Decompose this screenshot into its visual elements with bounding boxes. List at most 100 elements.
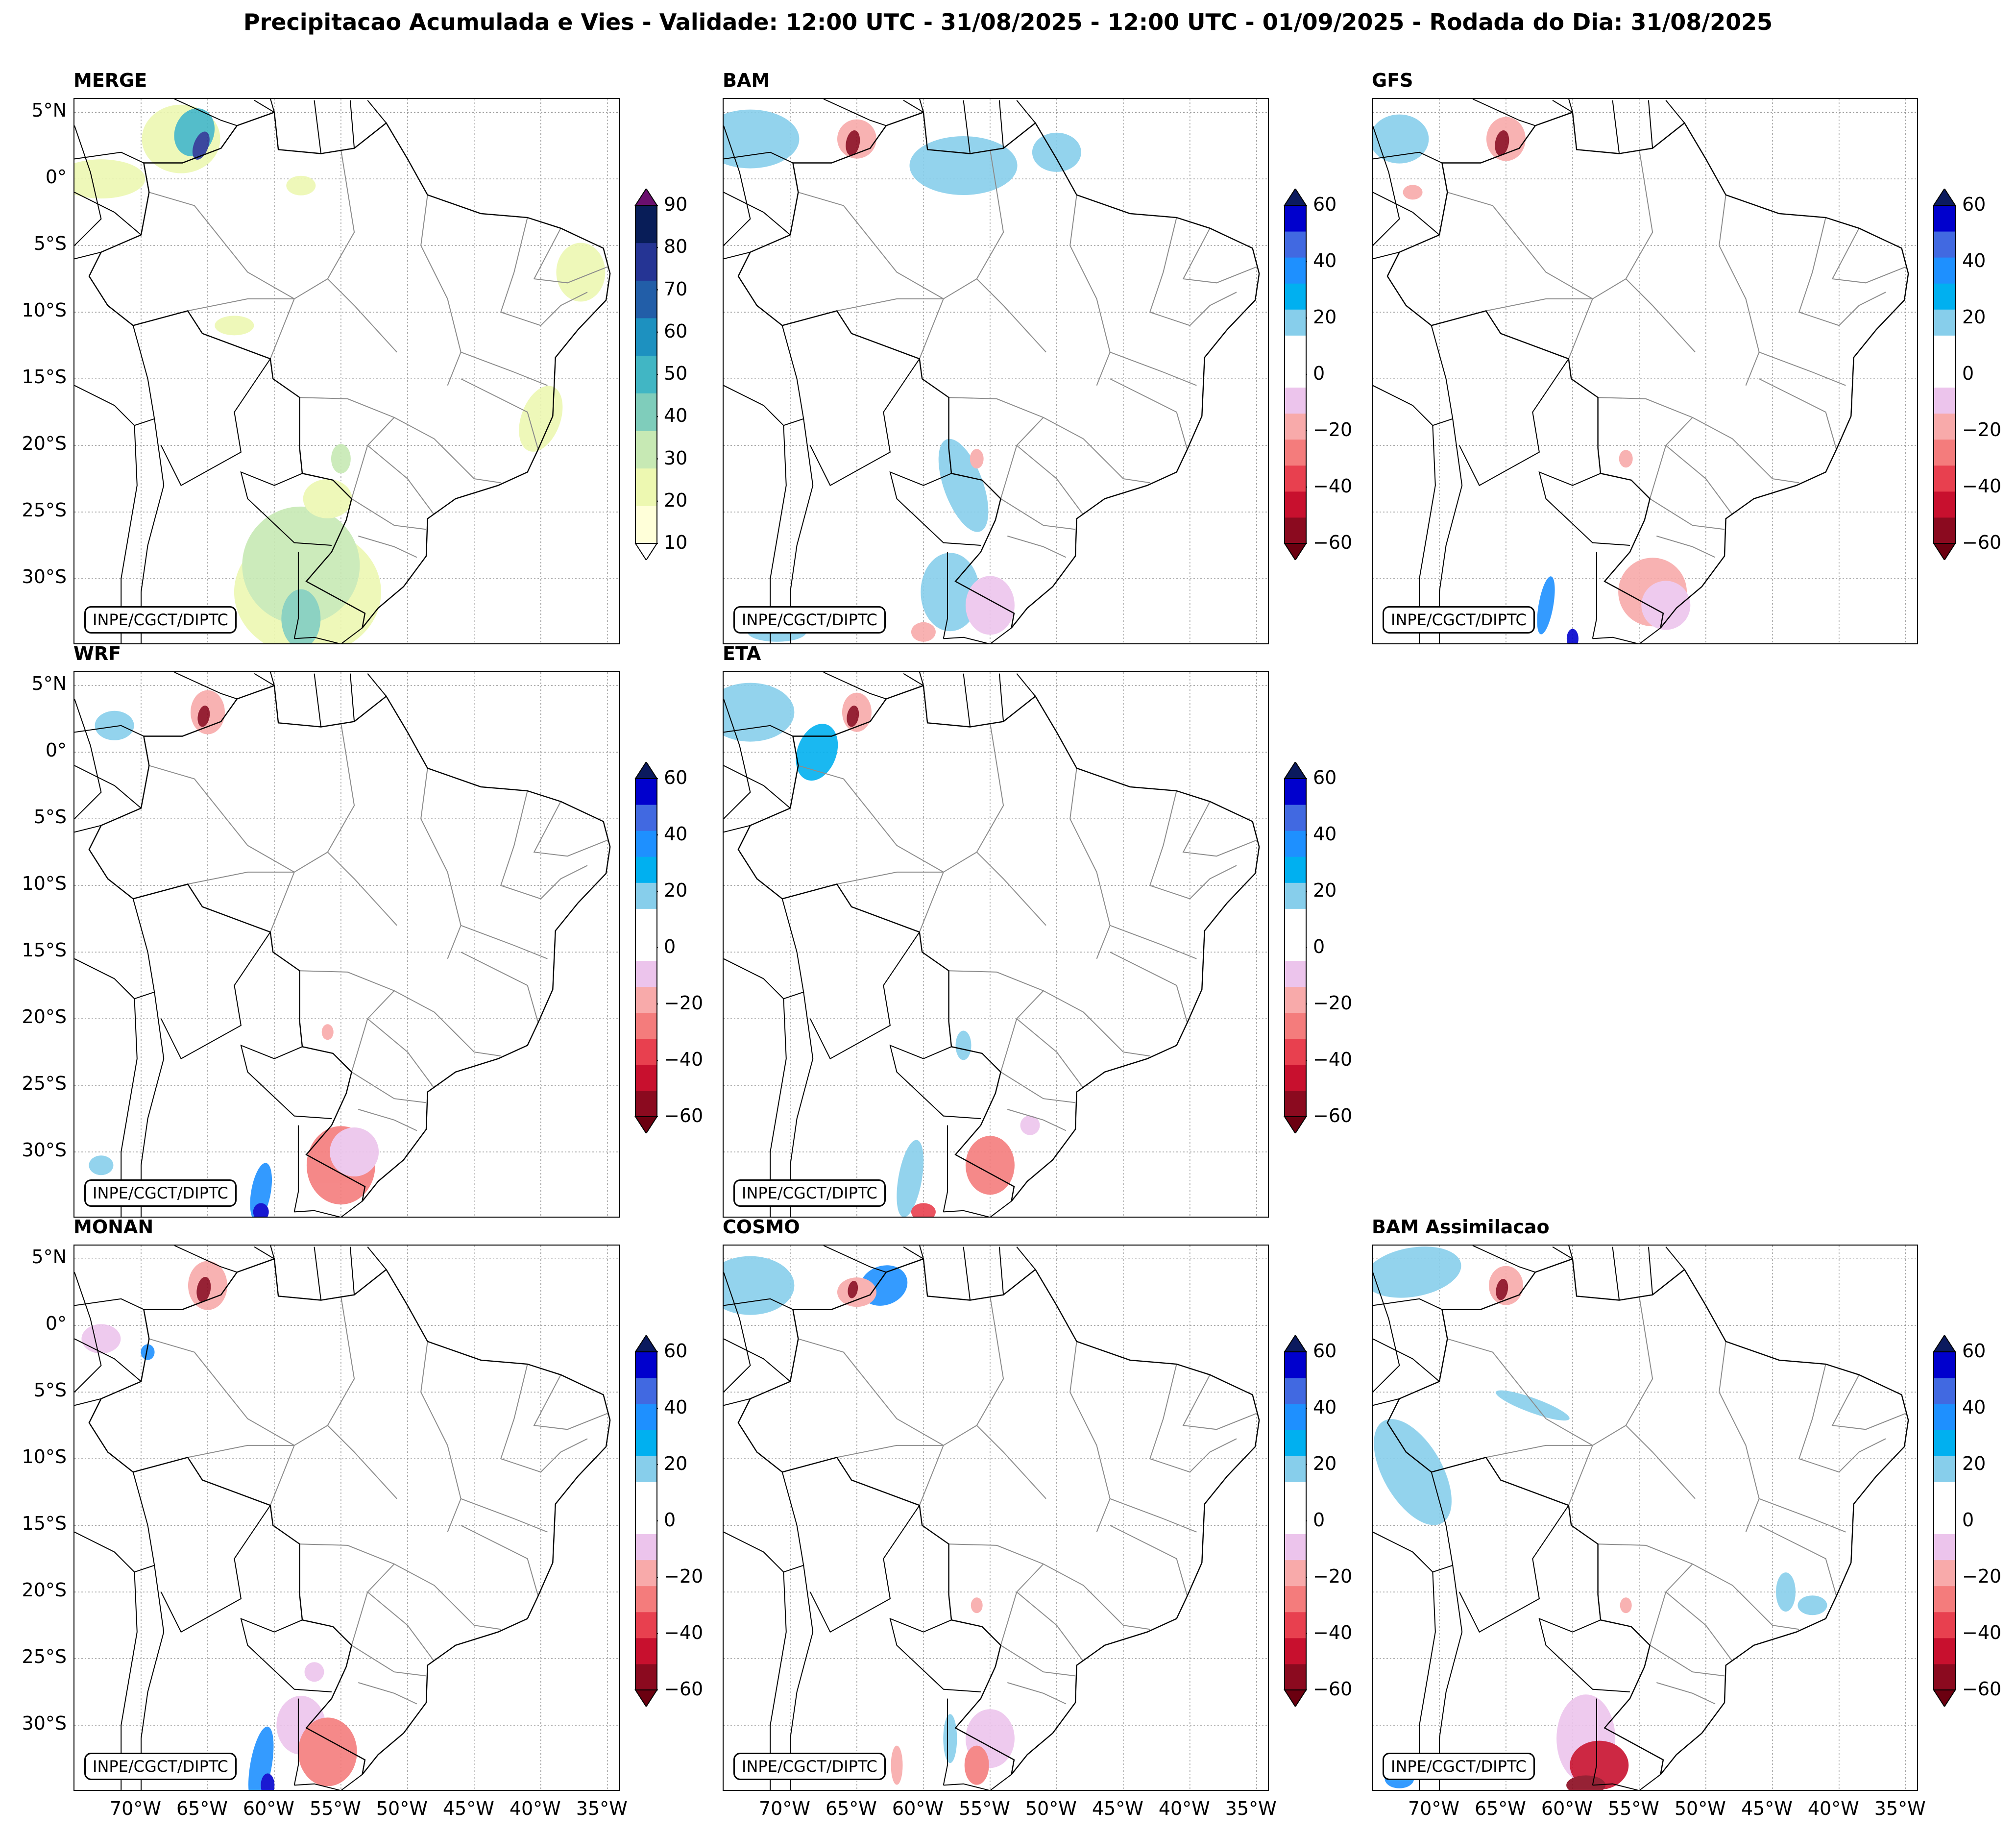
colorbar-swatch: [635, 355, 657, 393]
country-border: [74, 699, 102, 819]
colorbar-swatch: [1285, 1430, 1306, 1456]
state-border: [1665, 445, 1733, 515]
state-border: [1656, 1682, 1716, 1705]
state-border: [1719, 195, 1760, 386]
lon-tick-label: 35°W: [576, 1798, 628, 1819]
colorbar-swatch: [1285, 1064, 1306, 1091]
colorbar-tick-label: 50: [664, 363, 688, 384]
colorbar-swatch: [1934, 1586, 1955, 1613]
state-border: [394, 1564, 501, 1630]
coastline: [943, 1774, 1012, 1790]
colorbar-swatch: [1934, 1430, 1955, 1456]
colorbar-tick-label: 20: [1313, 306, 1337, 328]
country-border: [1373, 1531, 1433, 1573]
colorbar-swatch: [635, 1038, 657, 1065]
precip-cell: [1619, 450, 1633, 468]
colorbar-over-arrow: [634, 1334, 658, 1352]
panel-title-eta: ETA: [723, 643, 761, 664]
colorbar-over-arrow: [634, 188, 658, 206]
precip-field: [724, 683, 1040, 1217]
map-panel-merge: INPE/CGCT/DIPTC: [73, 98, 620, 644]
country-border: [943, 1125, 948, 1212]
colorbar-swatch: [635, 882, 657, 909]
state-border: [461, 351, 548, 386]
lat-tick-label: 5°S: [33, 806, 67, 828]
colorbar-swatch: [1934, 309, 1955, 336]
colorbar-tick-label: 40: [1962, 250, 1986, 271]
state-border: [1007, 1109, 1067, 1131]
brazil-outline: [88, 685, 611, 1202]
lat-tick-label: 15°S: [22, 1513, 67, 1535]
colorbar-tick-label: −20: [1313, 419, 1353, 440]
state-border: [1486, 1444, 1593, 1458]
lon-tick-label: 55°W: [309, 1798, 361, 1819]
state-border: [1043, 417, 1150, 484]
state-border: [1016, 1591, 1084, 1662]
country-border: [1431, 1472, 1454, 1573]
colorbar-tick-label: 40: [664, 405, 688, 427]
state-border: [461, 1525, 539, 1596]
country-border: [314, 100, 322, 154]
country-border: [367, 100, 387, 123]
state-border: [948, 1543, 1044, 1646]
colorbar-over-arrow: [1933, 1334, 1956, 1352]
state-border: [1798, 1364, 1886, 1473]
precip-cell: [891, 1745, 903, 1785]
country-border: [998, 673, 1004, 722]
country-border: [132, 899, 155, 1000]
colorbar-under-arrow: [1933, 1689, 1956, 1708]
colorbar-tick-label: −20: [664, 1565, 704, 1587]
state-border: [1069, 768, 1111, 959]
colorbar-over-arrow: [1284, 188, 1307, 206]
precip-cell: [141, 1344, 155, 1360]
colorbar-tick-label: 0: [1313, 936, 1325, 957]
colorbar-swatch: [1934, 1638, 1955, 1664]
country-border: [781, 1472, 804, 1573]
colorbar-tick-label: 30: [664, 447, 688, 469]
bias-colorbar: 60 40 20 0 −20 −40 −60: [634, 1334, 725, 1708]
country-border: [823, 1246, 887, 1273]
graticule: [74, 1246, 619, 1790]
colorbar-swatch: [1934, 439, 1955, 466]
colorbar-tick-label: 20: [1962, 306, 1986, 328]
colorbar-tick-label: −40: [664, 1049, 704, 1070]
country-border: [1648, 100, 1653, 148]
colorbar-tick-label: 60: [1962, 1340, 1986, 1362]
brazil-outline: [737, 111, 1260, 629]
country-border: [160, 931, 271, 1060]
precip-cell: [911, 622, 936, 642]
state-border: [1110, 925, 1197, 959]
state-border: [919, 1424, 1046, 1506]
state-border: [1568, 1424, 1696, 1506]
lat-tick-label: 15°S: [22, 939, 67, 961]
country-border: [724, 765, 791, 809]
state-border: [351, 1645, 427, 1677]
country-border: [1373, 125, 1400, 246]
colorbar-swatch: [635, 1663, 657, 1690]
lon-tick-label: 70°W: [1408, 1798, 1459, 1819]
colorbar-swatch: [1285, 1612, 1306, 1638]
state-border: [948, 397, 1044, 499]
colorbar-over-arrow: [1284, 1334, 1307, 1352]
state-border: [461, 378, 539, 450]
colorbar-swatch: [1285, 986, 1306, 1013]
country-border: [1592, 552, 1597, 639]
precip-cell: [330, 1127, 379, 1177]
country-border: [349, 100, 355, 148]
colorbar-swatch: [1934, 1508, 1955, 1535]
state-border: [1692, 1564, 1799, 1630]
lat-tick-label: 30°S: [22, 1712, 67, 1735]
country-border: [74, 825, 101, 833]
credit-badge: INPE/CGCT/DIPTC: [733, 1179, 886, 1207]
precip-cell: [304, 1662, 324, 1682]
country-border: [1373, 1298, 1442, 1310]
colorbar-tick-label: −40: [1313, 1622, 1353, 1643]
country-border: [1592, 1698, 1597, 1785]
precip-cell: [1797, 1595, 1827, 1615]
country-border: [809, 1505, 920, 1633]
country-border: [1552, 1246, 1573, 1260]
country-border: [1016, 673, 1036, 697]
precip-cell: [281, 589, 321, 643]
state-border: [358, 1682, 417, 1705]
state-border: [1692, 417, 1799, 484]
